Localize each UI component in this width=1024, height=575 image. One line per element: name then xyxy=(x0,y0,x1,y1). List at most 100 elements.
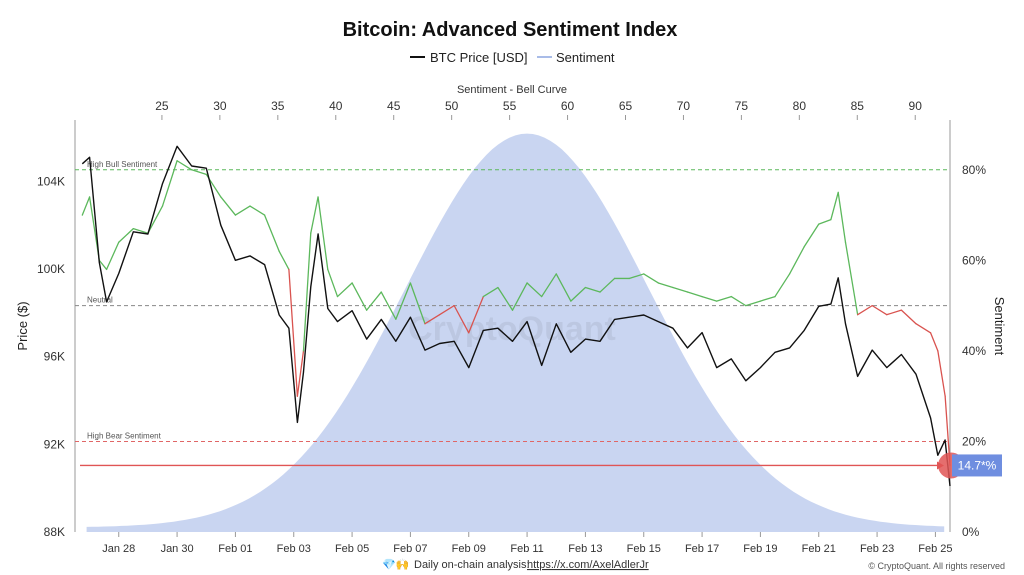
sentiment-segment xyxy=(886,309,903,316)
sentiment-segment xyxy=(844,241,859,316)
x-tick-label: Feb 05 xyxy=(335,543,369,555)
btc-price-line xyxy=(81,145,951,487)
footer-icons: 💎🙌 xyxy=(382,558,409,571)
reference-line-label: Neutral xyxy=(87,296,113,305)
sentiment-segment xyxy=(701,295,718,302)
x-tick-label: Feb 09 xyxy=(452,543,486,555)
top-tick-label: 40 xyxy=(329,99,343,113)
legend-sentiment-label: Sentiment xyxy=(556,50,615,65)
reference-line-label: High Bear Sentiment xyxy=(87,431,162,440)
sentiment-segment xyxy=(900,309,917,325)
sentiment-segment xyxy=(302,232,312,352)
sentiment-segment xyxy=(818,218,832,225)
sentiment-segment xyxy=(105,241,120,271)
x-tick-label: Feb 21 xyxy=(802,543,836,555)
y-right-title: Sentiment xyxy=(992,297,1007,356)
sentiment-segment xyxy=(570,286,587,302)
sentiment-segment xyxy=(628,273,645,280)
sentiment-segment xyxy=(856,304,873,316)
y-right-tick-label: 40% xyxy=(962,344,986,358)
sentiment-segment xyxy=(366,291,382,311)
sentiment-segment xyxy=(672,286,689,293)
sentiment-segment xyxy=(310,196,319,234)
footer-prefix: Daily on-chain analysis: xyxy=(414,559,530,571)
sentiment-segment xyxy=(788,246,805,275)
x-tick-label: Feb 17 xyxy=(685,543,719,555)
sentiment-segment xyxy=(249,205,266,216)
y-left-tick-label: 100K xyxy=(37,262,65,276)
sentiment-segment xyxy=(803,223,820,248)
top-tick-label: 35 xyxy=(271,99,285,113)
sentiment-segment xyxy=(830,191,839,221)
x-tick-label: Feb 23 xyxy=(860,543,894,555)
sentiment-segment xyxy=(424,314,441,325)
top-tick-label: 25 xyxy=(155,99,169,113)
sentiment-segment xyxy=(132,228,149,234)
sentiment-segment xyxy=(555,273,572,302)
sentiment-segment xyxy=(541,273,557,298)
sentiment-segment xyxy=(871,304,888,316)
reference-lines: High Bull Sentiment Neutral High Bear Sent… xyxy=(75,160,950,442)
sentiment-segment xyxy=(176,160,193,171)
sentiment-segment xyxy=(191,169,207,175)
sentiment-segment xyxy=(716,295,732,302)
y-left-title: Price ($) xyxy=(15,301,30,350)
sentiment-segment xyxy=(317,196,329,271)
y-left-tick-label: 96K xyxy=(44,350,65,364)
reference-line-label: High Bull Sentiment xyxy=(87,160,158,169)
top-tick-label: 45 xyxy=(387,99,401,113)
sentiment-segment xyxy=(296,350,305,397)
legend: BTC Price [USD] Sentiment xyxy=(410,50,615,65)
x-tick-label: Jan 30 xyxy=(161,543,194,555)
sentiment-segment xyxy=(526,282,543,298)
sentiment-segment xyxy=(409,282,426,325)
sentiment-segment xyxy=(468,295,484,334)
x-tick-label: Feb 19 xyxy=(743,543,777,555)
sentiment-segment xyxy=(730,295,747,307)
top-tick-label: 50 xyxy=(445,99,459,113)
sentiment-segment xyxy=(453,304,470,334)
sentiment-segment xyxy=(643,273,659,284)
sentiment-segment xyxy=(686,291,703,298)
top-tick-label: 55 xyxy=(503,99,517,113)
sentiment-segment xyxy=(482,286,499,298)
y-left-tick-label: 92K xyxy=(44,437,65,451)
watermark: CryptoQuant xyxy=(408,310,616,348)
sentiment-segment xyxy=(915,323,932,334)
sentiment-segment xyxy=(937,350,946,397)
y-left-tick-label: 104K xyxy=(37,174,65,188)
sentiment-segment xyxy=(98,259,108,271)
top-tick-label: 85 xyxy=(851,99,865,113)
y-left-tick-label: 88K xyxy=(44,525,65,539)
top-axis-title: Sentiment - Bell Curve xyxy=(457,84,567,96)
top-tick-label: 65 xyxy=(619,99,633,113)
sentiment-segment xyxy=(380,291,397,320)
top-tick-label: 70 xyxy=(677,99,691,113)
current-marker: 14.7*% xyxy=(80,452,1002,479)
copyright-credit: © CryptoQuant. All rights reserved xyxy=(868,561,1005,571)
sentiment-segment xyxy=(263,214,280,252)
bell-curve-area xyxy=(86,133,945,532)
footer-link[interactable]: https://x.com/AxelAdlerJr xyxy=(527,559,649,571)
x-tick-label: Feb 13 xyxy=(568,543,602,555)
sentiment-segment xyxy=(351,282,368,311)
sentiment-segment xyxy=(336,282,353,298)
top-tick-label: 30 xyxy=(213,99,227,113)
chart-title: Bitcoin: Advanced Sentiment Index xyxy=(343,19,678,41)
sentiment-segment xyxy=(234,205,251,216)
axis-ticks: Jan 28 Jan 30 Feb 01 Feb 03 Feb 05 Feb 07 Feb … xyxy=(37,99,986,555)
sentiment-segment xyxy=(438,304,455,316)
legend-price-label: BTC Price [USD] xyxy=(430,50,528,65)
sentiment-segment xyxy=(161,160,178,207)
sentiment-segment xyxy=(837,191,847,243)
sentiment-segment xyxy=(599,277,616,293)
sentiment-segment xyxy=(395,282,412,320)
y-right-tick-label: 80% xyxy=(962,163,986,177)
sentiment-segment xyxy=(327,268,339,298)
sentiment-segment xyxy=(584,286,601,293)
sentiment-segment xyxy=(278,250,290,271)
x-tick-label: Feb 15 xyxy=(627,543,661,555)
y-right-tick-label: 20% xyxy=(962,434,986,448)
current-sentiment-badge xyxy=(952,454,1002,477)
